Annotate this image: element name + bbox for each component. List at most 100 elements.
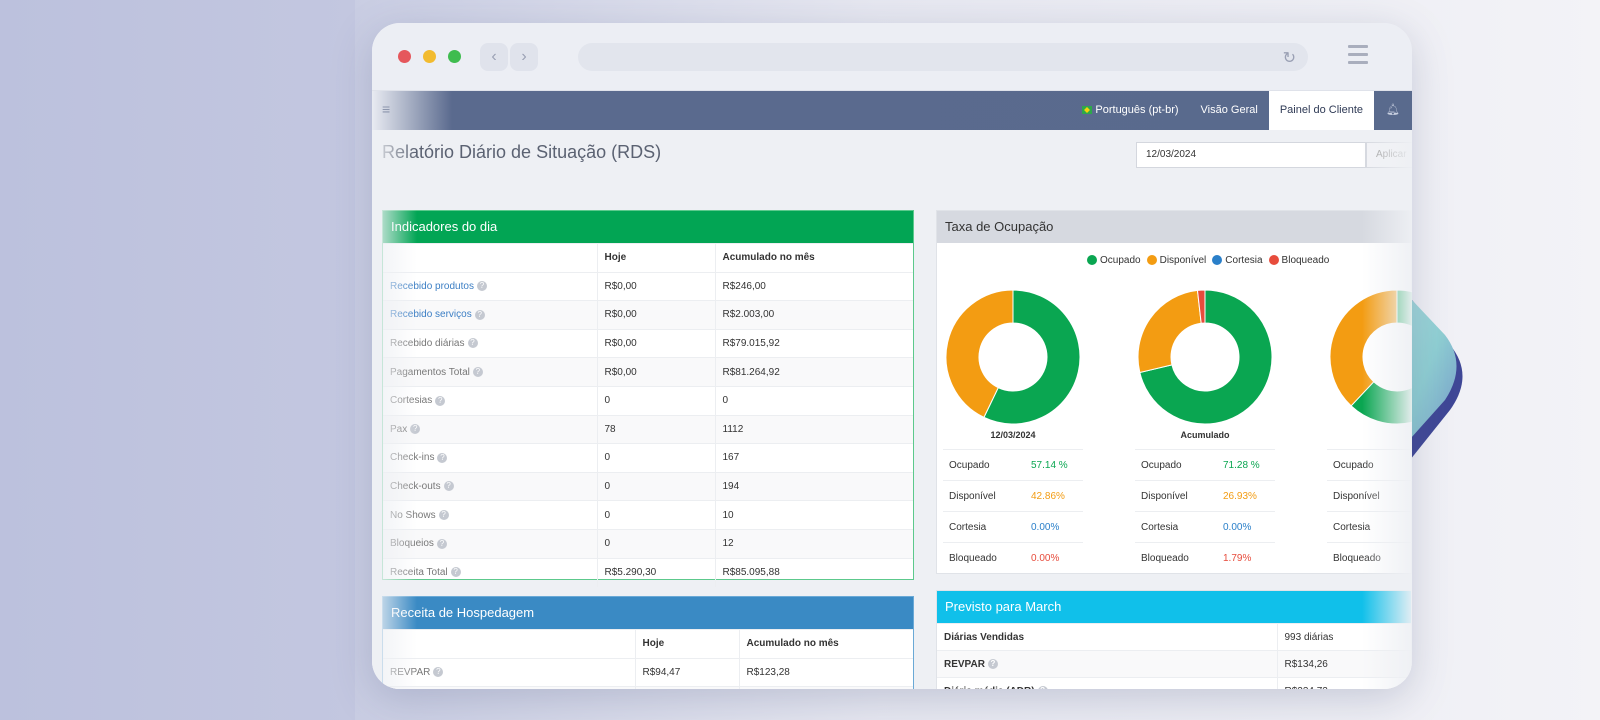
indicators-panel: Indicadores do dia Hoje Acumulado no mês… bbox=[382, 210, 914, 587]
lodging-title: Receita de Hospedagem bbox=[383, 597, 913, 629]
table-row: Diárias Vendidas 993 diárias bbox=[937, 623, 1411, 651]
back-icon[interactable]: ‹ bbox=[480, 43, 508, 71]
indicator-label: Bloqueios? bbox=[383, 528, 598, 559]
indicator-label: Recebido diárias? bbox=[383, 328, 598, 358]
legend-cortesia[interactable]: Cortesia bbox=[1212, 255, 1263, 266]
lodging-label: Diária média (ADR)? bbox=[383, 686, 636, 689]
table-row: Diária média (ADR)?R$234,72 bbox=[937, 677, 1411, 689]
donut-slice-ocupado[interactable] bbox=[1139, 289, 1273, 425]
language-label: Português (pt-br) bbox=[1095, 104, 1179, 116]
indicator-month: 194 bbox=[715, 471, 913, 501]
hamburger-icon[interactable]: ≡ bbox=[382, 101, 391, 117]
address-bar[interactable]: ↻ bbox=[578, 43, 1308, 71]
indicator-today: 0 bbox=[597, 471, 716, 501]
table-row: Bloqueado 1.79% bbox=[1135, 542, 1275, 573]
help-icon[interactable]: ? bbox=[436, 538, 447, 549]
help-icon[interactable]: ? bbox=[476, 281, 487, 292]
close-dot[interactable] bbox=[398, 50, 411, 63]
lodging-label: REVPAR? bbox=[383, 657, 636, 687]
help-icon[interactable]: ? bbox=[433, 667, 444, 678]
indicator-today: R$0,00 bbox=[597, 271, 716, 301]
occupancy-status: Disponível bbox=[1333, 491, 1380, 502]
indicator-label: Cortesias? bbox=[383, 385, 598, 416]
legend-disponivel[interactable]: Disponível bbox=[1146, 255, 1206, 266]
occupancy-title: Taxa de Ocupação bbox=[937, 211, 1411, 243]
table-row: REVPAR? R$94,47 R$123,28 bbox=[383, 657, 913, 687]
lodging-table: Hoje Acumulado no mês REVPAR? R$94,47 R$12… bbox=[383, 629, 913, 689]
bell-icon[interactable]: 🔔︎ bbox=[1386, 104, 1400, 116]
maximize-dot[interactable] bbox=[448, 50, 461, 63]
indicator-month: 10 bbox=[715, 500, 913, 530]
occupancy-status: Bloqueado bbox=[949, 553, 997, 564]
background-left bbox=[0, 0, 355, 720]
table-row: REVPAR? R$134,26 bbox=[937, 650, 1411, 678]
occupancy-panel: Taxa de Ocupação Ocupado Disponível Cort… bbox=[936, 210, 1412, 574]
occupancy-table: Ocupado Disponível Cortesia Bloqueado bbox=[1327, 449, 1412, 573]
help-icon[interactable]: ? bbox=[987, 658, 998, 669]
indicator-month: R$246,00 bbox=[715, 271, 913, 301]
table-row: Ocupado bbox=[1327, 449, 1412, 480]
help-icon[interactable]: ? bbox=[467, 338, 478, 349]
minimize-dot[interactable] bbox=[423, 50, 436, 63]
help-icon[interactable]: ? bbox=[435, 395, 446, 406]
forecast-title: Previsto para March bbox=[937, 591, 1411, 623]
reload-icon[interactable]: ↻ bbox=[1282, 50, 1296, 67]
occupancy-status: Ocupado bbox=[949, 460, 990, 471]
forward-icon[interactable]: › bbox=[510, 43, 538, 71]
donut-slice-disponivel[interactable] bbox=[1329, 289, 1398, 407]
indicator-month: 12 bbox=[715, 528, 913, 559]
language-selector[interactable]: Português (pt-br) bbox=[1071, 91, 1189, 130]
indicator-today: R$0,00 bbox=[597, 328, 716, 358]
browser-chrome: ‹ › ↻ bbox=[372, 23, 1412, 91]
occupancy-legend: Ocupado Disponível Cortesia Bloqueado bbox=[1087, 255, 1329, 266]
apply-button[interactable]: Aplicar bbox=[1366, 142, 1412, 168]
indicator-month: 1112 bbox=[715, 414, 913, 444]
occupancy-value: 1.79% bbox=[1223, 553, 1252, 564]
table-row: Recebido produtos? R$0,00 R$246,00 bbox=[383, 271, 913, 301]
donut-chart bbox=[1137, 289, 1273, 425]
donut-slice-bloqueado[interactable] bbox=[1196, 289, 1206, 324]
donut-slice-disponivel[interactable] bbox=[945, 289, 1014, 419]
table-row: Disponível 26.93% bbox=[1135, 480, 1275, 511]
col-today: Hoje bbox=[597, 243, 716, 273]
help-icon[interactable]: ? bbox=[1037, 686, 1048, 689]
table-row: Disponível 42.86% bbox=[943, 480, 1083, 511]
indicator-today: 0 bbox=[597, 385, 716, 416]
help-icon[interactable]: ? bbox=[472, 367, 483, 378]
occupancy-value: 26.93% bbox=[1223, 491, 1257, 502]
help-icon[interactable]: ? bbox=[450, 567, 461, 578]
indicator-today: 78 bbox=[597, 414, 716, 444]
lodging-col-today: Hoje bbox=[635, 629, 740, 659]
date-input[interactable]: 12/03/2024 bbox=[1136, 142, 1366, 168]
occupancy-table: Ocupado 57.14 % Disponível 42.86% Cortesia 0.… bbox=[943, 449, 1083, 573]
legend-ocupado[interactable]: Ocupado bbox=[1087, 255, 1141, 266]
indicator-today: 0 bbox=[597, 500, 716, 530]
help-icon[interactable]: ? bbox=[410, 424, 421, 435]
browser-menu-icon[interactable] bbox=[1348, 45, 1368, 69]
occupancy-value: 0.00% bbox=[1031, 522, 1060, 533]
nav-overview[interactable]: Visão Geral bbox=[1200, 104, 1258, 116]
donut-chart bbox=[1329, 289, 1412, 425]
indicator-month: R$85.095,88 bbox=[715, 557, 913, 587]
indicator-label: Receita Total? bbox=[383, 557, 598, 587]
indicator-label[interactable]: Recebido produtos? bbox=[383, 271, 598, 301]
indicator-today: R$5.290,30 bbox=[597, 557, 716, 587]
occupancy-status: Bloqueado bbox=[1141, 553, 1189, 564]
table-row: Check-ins? 0 167 bbox=[383, 443, 913, 473]
nav-client-panel[interactable]: Painel do Cliente bbox=[1268, 91, 1374, 130]
help-icon[interactable]: ? bbox=[437, 452, 448, 463]
help-icon[interactable]: ? bbox=[438, 510, 449, 520]
legend-bloqueado[interactable]: Bloqueado bbox=[1268, 255, 1329, 266]
indicator-label[interactable]: Recebido serviços? bbox=[383, 300, 598, 330]
help-icon[interactable]: ? bbox=[474, 309, 485, 320]
lodging-month: R$123,28 bbox=[739, 657, 913, 687]
indicator-label: Check-outs? bbox=[383, 471, 598, 501]
table-row: Diária média (ADR)?R$165,32R$172,96 bbox=[383, 686, 913, 689]
help-icon[interactable]: ? bbox=[443, 481, 454, 492]
indicator-today: R$0,00 bbox=[597, 357, 716, 387]
donut-slice-disponivel[interactable] bbox=[1137, 289, 1202, 374]
forecast-value: 993 diárias bbox=[1277, 623, 1411, 651]
occupancy-value: 0.00% bbox=[1031, 553, 1060, 564]
donut-slice-ocupado[interactable] bbox=[983, 289, 1081, 425]
donut-label: Acumulado bbox=[1180, 430, 1230, 440]
